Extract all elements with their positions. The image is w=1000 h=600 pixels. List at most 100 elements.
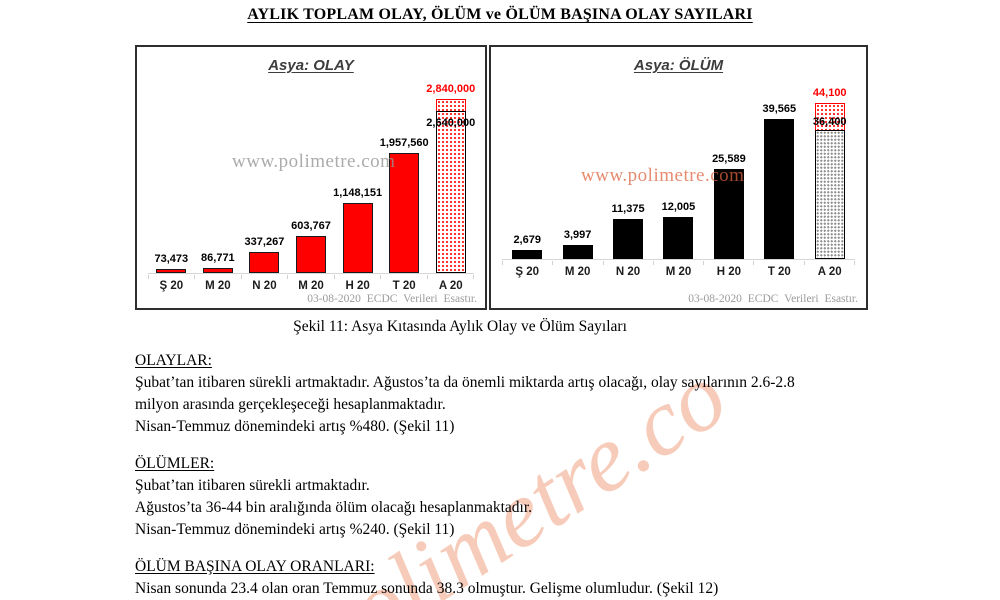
chart-title-olum: Asya: ÖLÜM: [633, 57, 724, 74]
axis-tick: [502, 261, 554, 265]
bar-column: 73,473: [148, 99, 195, 273]
bar: [512, 249, 543, 259]
category-label: A 20: [817, 266, 842, 278]
text-line: Nisan sonunda 23.4 olan oran Temmuz sonu…: [135, 580, 719, 597]
bar-column: 2,679: [502, 103, 552, 259]
axis-tick: [754, 261, 805, 265]
category-label: H 20: [345, 280, 370, 292]
bar-column: 39,565: [754, 103, 804, 259]
bar-column: 11,375: [603, 103, 653, 259]
bar: [663, 216, 694, 259]
value-label: 39,565: [762, 103, 797, 115]
page-title: AYLIK TOPLAM OLAY, ÖLÜM ve ÖLÜM BAŞINA O…: [0, 6, 1000, 24]
value-label: 3,997: [563, 228, 592, 241]
axis-tick: [335, 275, 382, 279]
page-title-text: AYLIK TOPLAM OLAY, ÖLÜM ve ÖLÜM BAŞINA O…: [247, 6, 753, 23]
forecast-low-label: 36,400: [812, 116, 847, 129]
axis-ticks: [502, 261, 855, 265]
section-heading-olaylar: OLAYLAR:: [135, 352, 212, 369]
source-note-olum: 03-08-2020 ECDC Verileri Esastır.: [688, 293, 858, 305]
category-label: N 20: [615, 266, 641, 278]
plot-area: 73,473 86,771 337,267 603,767 1,148,151 1,957…: [148, 83, 476, 274]
value-label: 86,771: [201, 251, 235, 264]
bar: [562, 244, 593, 259]
forecast-bar-low: [814, 130, 845, 259]
text-line: Şubat’tan itibaren sürekli artmaktadır. …: [135, 374, 795, 391]
axis-tick: [805, 261, 855, 265]
axis-tick: [704, 261, 755, 265]
category-label: Ş 20: [515, 266, 540, 278]
forecast-bar-high: [435, 99, 466, 273]
category-label: M 20: [298, 280, 324, 292]
analysis-text: OLAYLAR: Şubat’tan itibaren sürekli artm…: [135, 350, 870, 600]
source-note-olay: 03-08-2020 ECDC Verileri Esastır.: [307, 293, 477, 305]
chart-asya-olum: Asya: ÖLÜM www.polimetre.com 2,679 3,997 1…: [489, 45, 868, 310]
bar-column: 337,267: [241, 99, 288, 273]
bar: [389, 153, 420, 273]
axis-tick: [381, 275, 428, 279]
forecast-high-label: 2,840,000: [426, 83, 476, 95]
section-heading-olumler: ÖLÜMLER:: [135, 455, 215, 472]
forecast-low-label: 2,640,000: [426, 117, 476, 130]
value-label: 2,679: [513, 233, 541, 246]
bar-column: 1,148,151: [333, 99, 382, 273]
bar: [202, 267, 233, 273]
axis-tick: [288, 275, 335, 279]
forecast-bar-low: [435, 111, 466, 273]
axis-labels: Ş 20 M 20 N 20 M 20 H 20 T 20 A 20: [502, 266, 855, 278]
category-label: M 20: [205, 280, 231, 292]
text-line: Ağustos’ta 36-44 bin aralığında ölüm ola…: [135, 499, 533, 516]
bar-column: 2,840,000 2,640,000: [426, 83, 476, 273]
value-label: 337,267: [244, 236, 285, 249]
value-label: 11,375: [611, 202, 645, 215]
value-label: 603,767: [291, 220, 331, 232]
bar-column: 3,997: [552, 103, 602, 259]
category-label: H 20: [716, 266, 742, 278]
bar: [342, 202, 373, 273]
category-label: Ş 20: [159, 280, 184, 292]
text-line: milyon arasında gerçekleşeceği hesaplanm…: [135, 396, 446, 413]
axis-tick: [428, 275, 474, 279]
axis-ticks: [148, 275, 474, 279]
value-label: 12,005: [661, 200, 696, 213]
category-label: M 20: [665, 266, 692, 278]
section-olum-basina-olay: ÖLÜM BAŞINA OLAY ORANLARI: Nisan sonunda…: [135, 556, 870, 600]
text-line: Nisan-Temmuz dönemindeki artış %480. (Şe…: [135, 418, 455, 435]
axis-tick: [553, 261, 604, 265]
bar-column: 603,767: [288, 99, 335, 273]
value-label: 25,589: [712, 152, 746, 165]
forecast-high-label: 44,100: [812, 87, 847, 99]
section-heading-oranlar: ÖLÜM BAŞINA OLAY ORANLARI:: [135, 558, 375, 575]
value-label: 73,473: [154, 252, 189, 265]
axis-tick: [604, 261, 654, 265]
category-label: M 20: [564, 266, 591, 278]
bar: [764, 119, 795, 259]
chart-title-olay: Asya: OLAY: [268, 57, 354, 74]
bar: [296, 236, 327, 273]
value-label: 1,957,560: [379, 137, 429, 150]
category-label: T 20: [392, 280, 416, 292]
bar-column: 25,589: [704, 103, 754, 259]
bar: [156, 268, 187, 273]
category-label: N 20: [252, 280, 277, 292]
bar: [249, 252, 280, 273]
bar-column: 12,005: [653, 103, 703, 259]
bar-column: 86,771: [195, 99, 242, 273]
category-label: A 20: [438, 280, 463, 292]
bar-column: 44,100 36,400: [805, 87, 855, 259]
plot-area: 2,679 3,997 11,375 12,005 25,589 39,565 44,100…: [502, 87, 855, 260]
text-line: Şubat’tan itibaren sürekli artmaktadır.: [135, 477, 370, 494]
axis-tick: [148, 275, 196, 279]
chart-asya-olay: Asya: OLAY www.polimetre.com 73,473 86,77…: [135, 45, 487, 310]
bar-column: 1,957,560: [379, 99, 429, 273]
axis-tick: [195, 275, 242, 279]
axis-labels: Ş 20 M 20 N 20 M 20 H 20 T 20 A 20: [148, 280, 474, 292]
bar: [613, 218, 644, 259]
section-olumler: ÖLÜMLER: Şubat’tan itibaren sürekli artm…: [135, 453, 870, 541]
bar: [713, 168, 744, 259]
figure-caption: Şekil 11: Asya Kıtasında Aylık Olay ve Ö…: [293, 318, 627, 335]
axis-tick: [654, 261, 705, 265]
section-olaylar: OLAYLAR: Şubat’tan itibaren sürekli artm…: [135, 350, 870, 438]
axis-tick: [242, 275, 289, 279]
